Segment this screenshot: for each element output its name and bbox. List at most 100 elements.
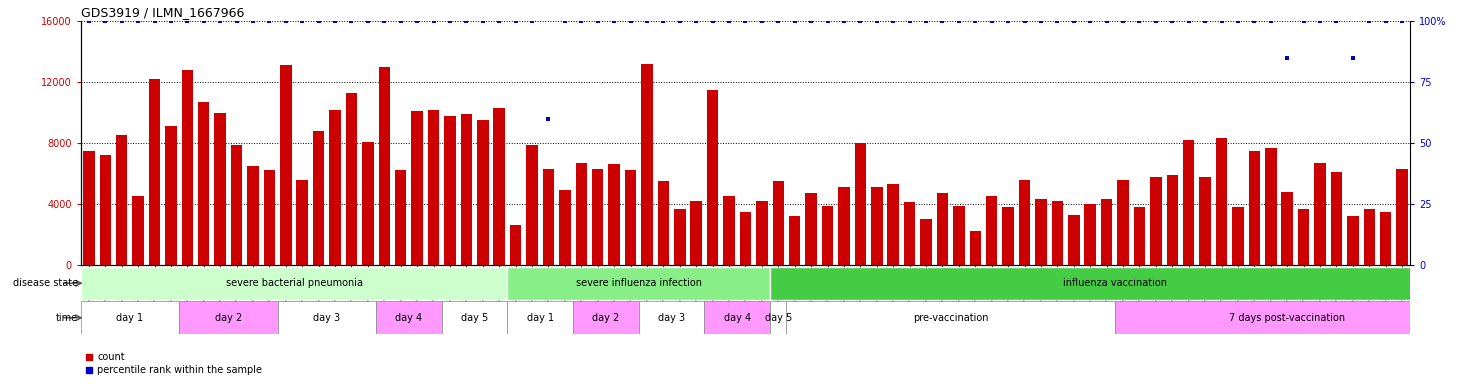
Bar [1233,207,1243,265]
Point [685,18,708,24]
Point [176,18,199,24]
Point [635,18,658,24]
Text: day 2: day 2 [214,313,242,323]
Point [142,18,166,24]
Point [833,18,856,24]
Bar [81,267,507,300]
Point [1259,18,1283,24]
Point [356,18,380,24]
Point [1143,18,1167,24]
Point [1341,55,1365,61]
Point [488,18,512,24]
Bar [230,144,242,265]
Point [1193,18,1217,24]
Point [1292,18,1315,24]
Point [1390,18,1413,24]
Point [1111,18,1135,24]
Bar [277,301,377,334]
Bar [1183,140,1195,265]
Bar [542,169,554,265]
Point [931,18,954,24]
Text: day 5: day 5 [460,313,488,323]
Bar [987,196,997,265]
Point [1177,18,1201,24]
Point [963,18,987,24]
Point [406,18,430,24]
Point [865,18,888,24]
Bar [476,120,488,265]
Text: severe bacterial pneumonia: severe bacterial pneumonia [226,278,362,288]
Bar [526,144,538,265]
Bar [871,187,883,265]
Point [553,18,576,24]
Bar [674,209,686,265]
Bar [770,267,1460,300]
Text: day 2: day 2 [592,313,620,323]
Bar [1331,172,1343,265]
Bar [1003,207,1014,265]
Point [1226,18,1249,24]
Bar [84,151,95,265]
Point [324,18,347,24]
Bar [507,267,770,300]
Point [799,18,822,24]
Point [1029,18,1053,24]
Point [290,18,314,24]
Bar [132,196,144,265]
Point [767,18,790,24]
Bar [494,108,504,265]
Point [997,18,1020,24]
Point [372,18,396,24]
Text: day 4: day 4 [396,313,422,323]
Bar [690,201,702,265]
Point [160,18,183,24]
Point [94,18,117,24]
Bar [100,155,111,265]
Point [1045,18,1069,24]
Bar [412,111,422,265]
Bar [312,131,324,265]
Point [717,18,740,24]
Bar [789,216,800,265]
Text: day 3: day 3 [314,313,340,323]
Bar [705,301,770,334]
Point [242,18,265,24]
Bar [855,143,866,265]
Bar [182,70,194,265]
Point [1209,18,1233,24]
Bar [1085,204,1097,265]
Point [586,18,610,24]
Text: day 1: day 1 [526,313,554,323]
Bar [116,136,128,265]
Point [603,18,626,24]
Point [1079,18,1102,24]
Bar [1114,301,1460,334]
Point [504,18,528,24]
Bar [1069,215,1079,265]
Bar [1019,180,1031,265]
Bar [394,170,406,265]
Bar [1281,192,1293,265]
Bar [330,109,340,265]
Bar [625,170,636,265]
Bar [1314,163,1325,265]
Text: pre-vaccination: pre-vaccination [913,313,988,323]
Bar [166,126,177,265]
Text: day 4: day 4 [724,313,751,323]
Point [1127,18,1151,24]
Text: severe influenza infection: severe influenza infection [576,278,702,288]
Point [815,18,839,24]
Bar [1396,169,1407,265]
Bar [1215,139,1227,265]
Text: GDS3919 / ILMN_1667966: GDS3919 / ILMN_1667966 [81,6,243,19]
Point [208,18,232,24]
Point [454,18,478,24]
Bar [707,90,718,265]
Bar [839,187,850,265]
Bar [559,190,570,265]
Text: day 5: day 5 [765,313,792,323]
Bar [1151,177,1161,265]
Bar [740,212,751,265]
Point [1374,18,1397,24]
Bar [921,219,932,265]
